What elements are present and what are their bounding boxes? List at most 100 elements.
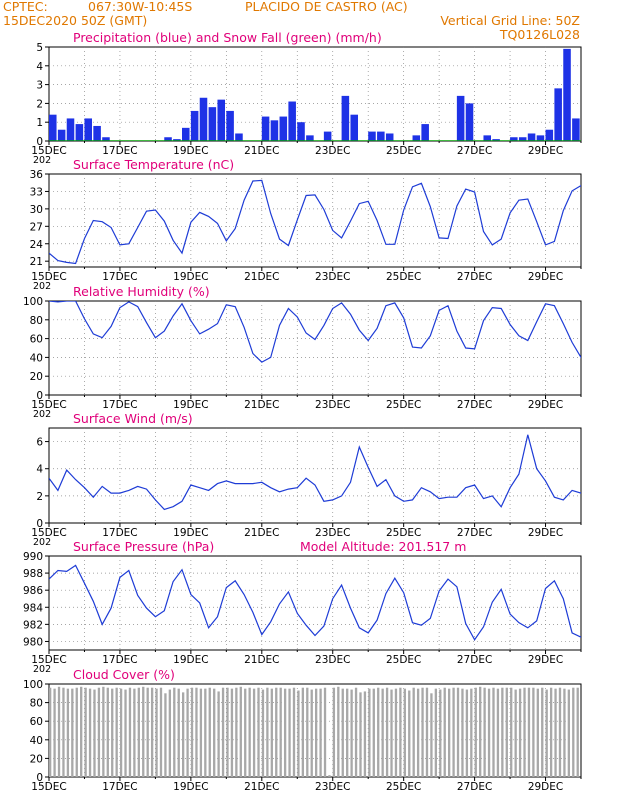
humidity-ytick-label: 100 — [23, 296, 43, 308]
humidity-year-fragment: 202 — [33, 409, 51, 420]
precip-bar — [226, 110, 234, 141]
cloud-cover-column — [164, 693, 167, 777]
cloud-cover-column — [102, 686, 105, 777]
temperature-xtick-label: 23DEC — [315, 271, 350, 283]
cloud-cover-column — [275, 687, 278, 777]
precip-bar — [385, 133, 394, 141]
precip-bar — [208, 107, 217, 141]
precip-xtick-label: 27DEC — [457, 145, 492, 157]
precip-bar — [518, 137, 527, 141]
cloud-cover-column — [599, 689, 601, 777]
precip-bar — [102, 137, 110, 141]
precip-bar — [75, 124, 84, 141]
cloud-ytick-label: 0 — [36, 772, 43, 784]
cloud-title: Cloud Cover (%) — [73, 667, 175, 682]
precip-bar — [323, 131, 332, 141]
precip-bar — [456, 95, 465, 141]
precip-ytick-label: 3 — [36, 80, 43, 92]
wind-xtick-label: 19DEC — [173, 527, 208, 539]
temperature-marks — [49, 179, 581, 265]
cloud-panel: 0 20 40 60 80 100 15DEC 17DEC 19DEC 21DEC 23DEC 25D… — [23, 667, 614, 793]
cloud-cover-column — [412, 687, 415, 777]
cloud-cover-column — [465, 689, 469, 777]
precip-bar — [527, 133, 536, 141]
cloud-cover-column — [505, 687, 508, 777]
cloud-cover-column — [558, 687, 562, 777]
cloud-cover-column — [319, 688, 322, 777]
wind-xtick-label: 25DEC — [386, 527, 421, 539]
humidity-xtick-label: 19DEC — [173, 399, 208, 411]
cloud-cover-column — [385, 687, 389, 777]
cloud-cover-column — [119, 688, 123, 777]
cloud-cover-column — [332, 687, 336, 777]
precip-bar — [465, 103, 474, 141]
precip-bar — [483, 135, 492, 141]
cloud-cover-column — [501, 687, 504, 777]
cloud-cover-column — [439, 689, 442, 777]
cloud-cover-column — [186, 688, 189, 777]
cloud-cover-column — [66, 688, 70, 777]
cloud-cover-column — [159, 687, 163, 777]
temperature-xtick-label: 17DEC — [102, 271, 137, 283]
cloud-cover-column — [315, 688, 318, 777]
precip-ytick-label: 1 — [36, 117, 43, 129]
wind-xtick-label: 29DEC — [528, 527, 563, 539]
cloud-cover-column — [93, 689, 96, 777]
pressure-ytick-label: 990 — [23, 551, 43, 563]
humidity-xtick-label: 23DEC — [315, 399, 350, 411]
wind-series-line — [49, 434, 581, 511]
cloud-ytick-label: 60 — [30, 716, 43, 728]
cloud-cover-column — [576, 687, 579, 777]
cloud-cover-column — [377, 687, 380, 777]
cloud-cover-column — [230, 688, 234, 777]
cloud-cover-column — [590, 689, 592, 777]
temperature-xtick-label: 21DEC — [244, 271, 279, 283]
header-station: PLACIDO DE CASTRO (AC) — [245, 0, 408, 14]
cloud-cover-column — [510, 687, 513, 777]
precip-bar — [57, 129, 66, 141]
precip-bar — [173, 139, 181, 141]
precip-bar — [182, 127, 190, 141]
cloud-cover-column — [612, 690, 614, 777]
precip-bar — [217, 99, 226, 141]
header-run-date: 15DEC2020 50Z (GMT) — [3, 13, 147, 28]
cloud-cover-column — [496, 688, 500, 777]
cloud-cover-column — [461, 688, 464, 777]
cloud-cover-column — [394, 688, 398, 777]
cloud-cover-column — [217, 691, 220, 777]
cloud-cover-column — [594, 688, 596, 777]
pressure-series-line — [49, 564, 581, 641]
cloud-cover-column — [554, 688, 557, 777]
wind-xtick-label: 27DEC — [457, 527, 492, 539]
wind-ytick-label: 2 — [36, 491, 43, 503]
precip-title: Precipitation (blue) and Snow Fall (gree… — [73, 30, 382, 45]
precip-bar — [66, 118, 75, 141]
pressure-xtick-label: 21DEC — [244, 654, 279, 666]
cloud-cover-column — [226, 687, 229, 777]
cloud-cover-column — [106, 687, 109, 777]
cloud-cover-column — [221, 687, 225, 777]
cloud-cover-column — [448, 688, 451, 777]
wind-xtick-label: 21DEC — [244, 527, 279, 539]
cloud-cover-column — [372, 688, 375, 777]
wind-xtick-label: 17DEC — [102, 527, 137, 539]
cloud-cover-column — [452, 687, 455, 777]
cloud-xtick-label: 29DEC — [528, 781, 563, 793]
cloud-marks — [49, 686, 614, 777]
cloud-cover-column — [456, 687, 460, 777]
cloud-cover-column — [239, 686, 242, 777]
cloud-ytick-label: 20 — [30, 753, 43, 765]
cloud-cover-column — [487, 688, 491, 777]
pressure-ytick-label: 984 — [23, 602, 43, 614]
precip-bar — [84, 118, 93, 141]
cloud-cover-column — [150, 687, 154, 777]
cloud-cover-column — [328, 775, 331, 777]
cloud-cover-column — [128, 687, 132, 777]
pressure-xtick-label: 23DEC — [315, 654, 350, 666]
precip-bar — [164, 137, 172, 141]
humidity-ytick-label: 20 — [30, 371, 43, 383]
cloud-cover-column — [182, 692, 185, 777]
cloud-cover-column — [88, 688, 92, 777]
pressure-xtick-label: 25DEC — [386, 654, 421, 666]
